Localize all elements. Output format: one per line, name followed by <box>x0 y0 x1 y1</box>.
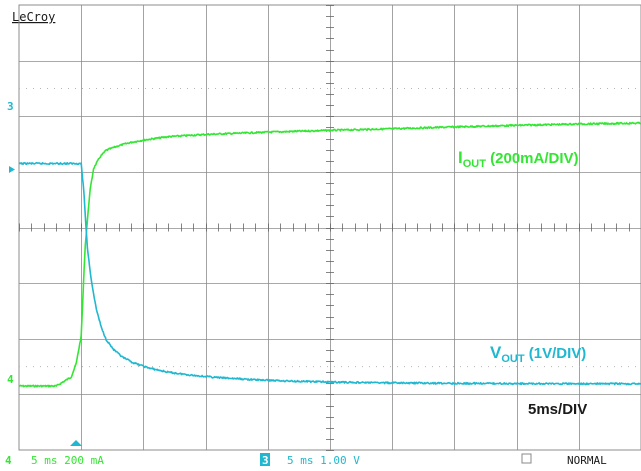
status-ch3-number: 3 <box>262 454 269 467</box>
status-ch4-number: 4 <box>5 454 12 467</box>
vout-annotation-main: V <box>490 343 502 362</box>
trigger-level-marker <box>9 166 15 173</box>
status-bar: 4 5 ms 200 mA 3 5 ms 1.00 V NORMAL <box>5 453 607 467</box>
lecroy-logo: LeCroy <box>12 10 55 24</box>
status-ch3-setting: 5 ms 1.00 V <box>287 454 360 467</box>
vout-annotation-scale: (1V/DIV) <box>525 345 587 362</box>
iout-annotation-main: I <box>458 148 463 167</box>
ch4-marker-label: 4 <box>7 373 14 386</box>
trigger-position-marker <box>70 440 82 446</box>
timebase-annotation: 5ms/DIV <box>528 401 587 418</box>
trigger-mode-label: NORMAL <box>567 454 607 467</box>
iout-annotation-scale: (200mA/DIV) <box>486 150 579 167</box>
grid-frame <box>18 4 641 451</box>
iout-annotation: IOUT (200mA/DIV) <box>458 148 579 170</box>
status-ch3-badge <box>260 453 270 466</box>
iout-annotation-subscript: OUT <box>463 158 487 170</box>
graticule <box>18 4 641 451</box>
iout-trace <box>18 121 641 388</box>
trace-layer <box>18 121 641 388</box>
status-checkbox-icon <box>521 453 532 464</box>
vout-trace <box>18 161 641 386</box>
vout-annotation: VOUT (1V/DIV) <box>490 343 586 365</box>
ch3-marker-label: 3 <box>7 100 14 113</box>
vout-annotation-subscript: OUT <box>501 353 525 365</box>
status-ch4-setting: 5 ms 200 mA <box>31 454 104 467</box>
